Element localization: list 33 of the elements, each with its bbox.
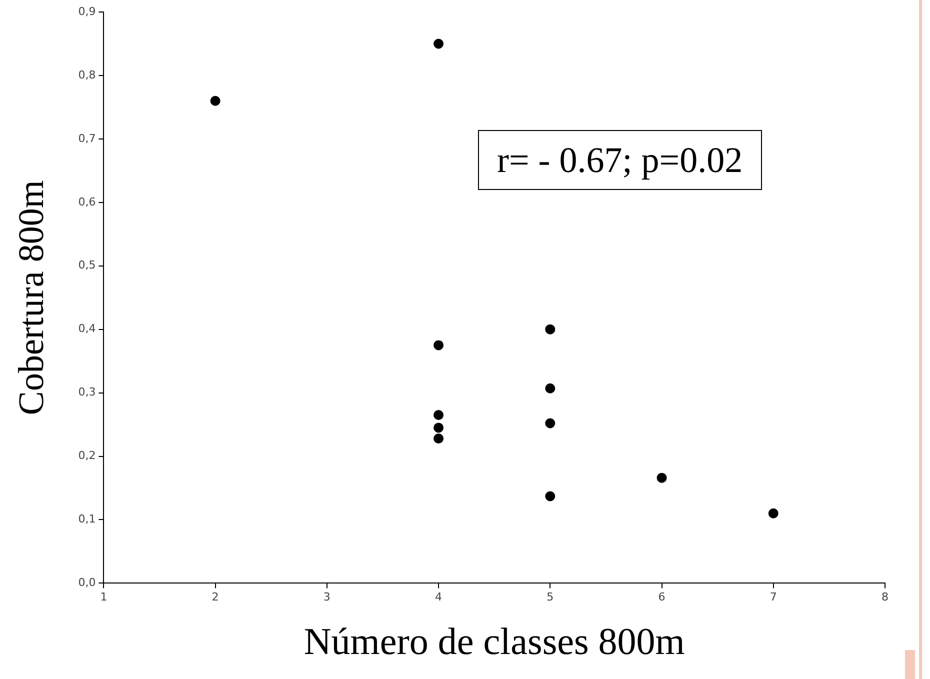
y-tick-label: 0,9 (78, 4, 96, 18)
point (434, 410, 444, 420)
x-tick-label: 3 (323, 590, 330, 604)
annotation: r= - 0.67; p=0.02 (478, 130, 762, 190)
x-tick-label: 1 (100, 590, 108, 604)
y-tick-label: 0,2 (78, 449, 96, 462)
point (545, 324, 556, 334)
point (768, 508, 778, 518)
y-tick-label: 0,7 (78, 132, 96, 145)
x-tick-label: 4 (435, 590, 442, 604)
x-tick-label: 7 (770, 590, 777, 604)
point (656, 472, 667, 483)
point (210, 96, 220, 106)
x-tick-label: 5 (546, 590, 554, 604)
point (545, 418, 556, 428)
y-tick-label: 0,0 (78, 576, 96, 590)
x-tick-label: 6 (658, 590, 666, 604)
y-tick-label: 0,8 (78, 68, 96, 82)
y-tick-label: 0,1 (78, 512, 96, 526)
y-axis-title: Cobertura 800m (11, 180, 52, 416)
point (434, 422, 444, 433)
x-axis-title: Número de classes 800m (304, 621, 685, 664)
point (545, 491, 556, 502)
x-tick-label: 8 (882, 590, 888, 604)
point (434, 433, 444, 444)
y-tick-label: 0,6 (78, 195, 96, 208)
point (434, 38, 444, 49)
point (434, 340, 444, 350)
y-tick-label: 0,5 (78, 258, 96, 272)
y-tick-label: 0,3 (78, 386, 96, 399)
point (545, 383, 556, 394)
x-tick-label: 2 (212, 590, 219, 604)
y-tick-label: 0,4 (78, 322, 96, 336)
